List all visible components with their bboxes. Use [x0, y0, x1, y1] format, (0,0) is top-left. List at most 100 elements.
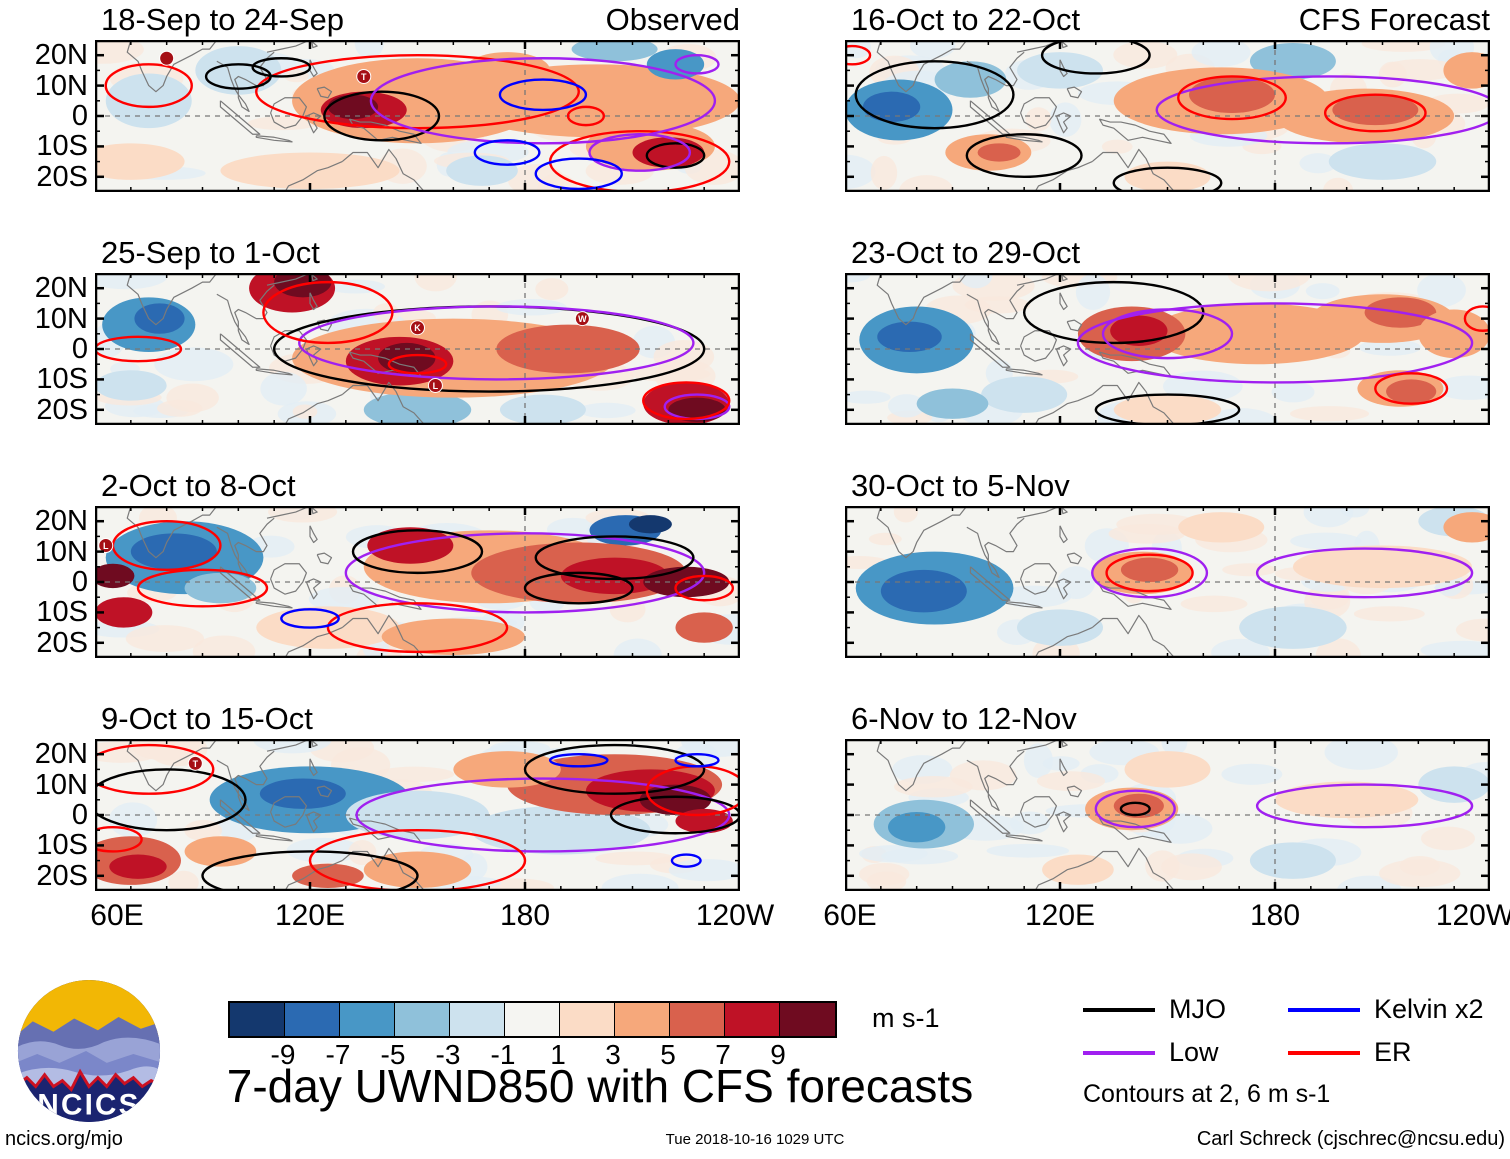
panel-title: 6-Nov to 12-Nov [851, 701, 1077, 736]
y-tick-label: 10N [34, 70, 88, 102]
panel-forecast-4: 6-Nov to 12-Nov [843, 702, 1492, 892]
map-panel: L [93, 505, 742, 659]
panel-title: 9-Oct to 15-Oct [101, 701, 313, 736]
x-tick-label: 180 [1249, 899, 1301, 932]
colorbar-tick-labels: -9 -7 -5 -3 -1 1 3 5 7 9 [228, 1038, 833, 1072]
y-tick-label: 10S [36, 829, 88, 861]
footer-timestamp: Tue 2018-10-16 1029 UTC [665, 1131, 845, 1148]
colorbar-swatch [450, 1003, 505, 1036]
y-tick-label: 20N [34, 39, 88, 71]
legend-item-low: Low [1083, 1037, 1288, 1068]
y-axis-labels-row1: 20N 10N 0 10S 20S [0, 40, 88, 192]
x-axis-labels-left: 60E 120E 180 120W [90, 898, 774, 938]
map-panel: T [93, 39, 742, 193]
svg-text:L: L [103, 541, 109, 551]
x-tick-label: 180 [499, 899, 551, 932]
x-tick-label: 120E [274, 899, 346, 932]
colorbar-swatch [670, 1003, 725, 1036]
panel-forecast-3: 30-Oct to 5-Nov [843, 469, 1492, 659]
colorbar-swatches [228, 1001, 837, 1038]
y-tick-label: 20S [36, 394, 88, 426]
panel-forecast-1: 16-Oct to 22-Oct CFS Forecast [843, 3, 1492, 193]
mjo-line-swatch [1083, 1007, 1155, 1012]
colorbar-tick: -7 [325, 1039, 351, 1070]
panel-title: 23-Oct to 29-Oct [851, 235, 1081, 270]
footer-url: ncics.org/mjo [5, 1128, 123, 1150]
legend-item-er: ER [1288, 1037, 1493, 1068]
map-panel [843, 505, 1492, 659]
x-tick-label: 60E [823, 899, 877, 932]
ncics-logo: NCICS [15, 977, 163, 1125]
contour-levels-note: Contours at 2, 6 m s-1 [1083, 1080, 1331, 1108]
legend-item-mjo: MJO [1083, 994, 1288, 1025]
map-panel: K W L [93, 272, 742, 426]
legend-label: Low [1169, 1037, 1219, 1067]
svg-text:K: K [414, 323, 421, 333]
colorbar-tick: 7 [715, 1039, 731, 1070]
y-tick-label: 10N [34, 769, 88, 801]
y-axis-labels-row4: 20N 10N 0 10S 20S [0, 739, 88, 891]
panel-title: 2-Oct to 8-Oct [101, 468, 296, 503]
colorbar-swatch [395, 1003, 450, 1036]
colorbar-tick: 5 [660, 1039, 676, 1070]
colorbar-swatch [615, 1003, 670, 1036]
panel-observed-3: 2-Oct to 8-Oct L [93, 469, 742, 659]
colorbar-tick: -1 [490, 1039, 516, 1070]
panel-observed-1: 18-Sep to 24-Sep Observed T [93, 3, 742, 193]
colorbar-units: m s-1 [872, 1003, 940, 1033]
panel-title: 18-Sep to 24-Sep [101, 2, 345, 37]
panel-title: 16-Oct to 22-Oct [851, 2, 1081, 37]
y-axis-labels-row2: 20N 10N 0 10S 20S [0, 273, 88, 425]
x-tick-label: 120W [1435, 899, 1510, 932]
y-tick-label: 20S [36, 161, 88, 193]
colorbar-swatch [285, 1003, 340, 1036]
colorbar-swatch [725, 1003, 780, 1036]
y-axis-labels-row3: 20N 10N 0 10S 20S [0, 506, 88, 658]
y-tick-label: 10N [34, 303, 88, 335]
map-panel [843, 272, 1492, 426]
y-tick-label: 0 [71, 566, 88, 598]
svg-text:L: L [433, 381, 439, 391]
legend-label: MJO [1169, 994, 1226, 1024]
panel-observed-2: 25-Sep to 1-Oct K W L [93, 236, 742, 426]
y-tick-label: 10S [36, 596, 88, 628]
contour-legend: MJO Kelvin x2 Low ER Contours at 2, 6 m … [1083, 988, 1503, 1109]
colorbar-swatch [505, 1003, 560, 1036]
er-line-swatch [1288, 1050, 1360, 1055]
y-tick-label: 10S [36, 130, 88, 162]
column-label-cfs-forecast: CFS Forecast [1298, 2, 1490, 37]
map-panel [843, 39, 1492, 193]
logo-red-ridge [17, 1068, 161, 1092]
map-panel: T [93, 738, 742, 892]
logo-text: NCICS [37, 1089, 140, 1122]
x-tick-label: 60E [90, 899, 144, 932]
panel-title: 25-Sep to 1-Oct [101, 235, 320, 270]
panel-title: 30-Oct to 5-Nov [851, 468, 1070, 503]
legend-label: Kelvin x2 [1374, 994, 1484, 1024]
figure-title: 7-day UWND850 with CFS forecasts [226, 1060, 974, 1112]
y-tick-label: 20S [36, 627, 88, 659]
colorbar-tick: -9 [270, 1039, 296, 1070]
colorbar-swatch [230, 1003, 285, 1036]
colorbar-tick: -5 [380, 1039, 406, 1070]
colorbar: -9 -7 -5 -3 -1 1 3 5 7 9 [228, 1001, 837, 1072]
kelvin-line-swatch [1288, 1007, 1360, 1012]
legend-item-kelvin: Kelvin x2 [1288, 994, 1493, 1025]
colorbar-tick: -3 [435, 1039, 461, 1070]
y-tick-label: 20N [34, 272, 88, 304]
svg-text:T: T [361, 72, 367, 82]
colorbar-tick: 3 [605, 1039, 621, 1070]
x-tick-label: 120E [1024, 899, 1096, 932]
map-panel [843, 738, 1492, 892]
x-tick-label: 120W [695, 899, 775, 932]
y-tick-label: 20S [36, 860, 88, 892]
legend-label: ER [1374, 1037, 1412, 1067]
y-tick-label: 10N [34, 536, 88, 568]
y-tick-label: 20N [34, 505, 88, 537]
colorbar-swatch [340, 1003, 395, 1036]
svg-text:W: W [578, 314, 587, 324]
svg-text:T: T [193, 759, 199, 769]
footer-author: Carl Schreck (cjschrec@ncsu.edu) [1196, 1128, 1505, 1150]
colorbar-tick: 1 [550, 1039, 566, 1070]
